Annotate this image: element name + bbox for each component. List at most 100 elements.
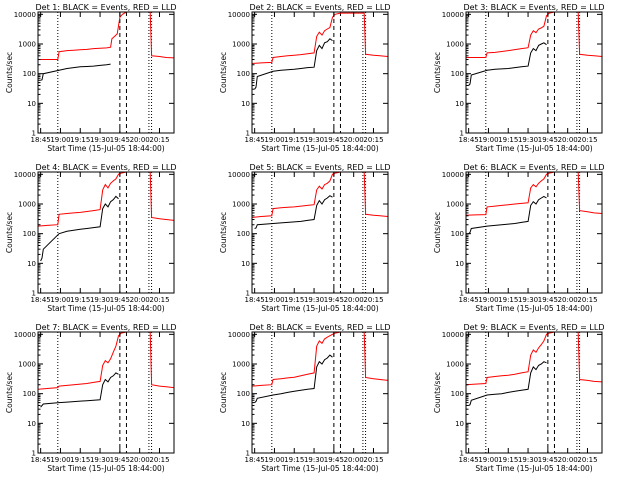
y-tick-label: 10000 [14, 11, 36, 19]
x-tick-label: 19:15 [70, 296, 90, 304]
x-tick-label: 20:15 [149, 296, 169, 304]
x-tick-label: 19:30 [304, 296, 324, 304]
x-tick-label: 19:30 [518, 456, 538, 464]
series-line-events [254, 38, 333, 90]
x-tick-label: 19:00 [264, 296, 284, 304]
x-tick-label: 20:00 [344, 456, 364, 464]
x-tick-label: 19:15 [498, 136, 518, 144]
x-tick-label: 20:00 [130, 456, 150, 464]
x-tick-label: 19:00 [50, 136, 70, 144]
x-tick-label: 18:45 [459, 456, 479, 464]
x-tick-label: 20:00 [344, 296, 364, 304]
x-tick-label: 20:00 [130, 296, 150, 304]
x-tick-label: 18:45 [459, 136, 479, 144]
x-tick-label: 20:00 [558, 456, 578, 464]
x-tick-label: 20:00 [344, 136, 364, 144]
x-tick-label: 19:15 [284, 136, 304, 144]
y-tick-label: 1 [32, 290, 36, 298]
x-tick-label: 18:45 [31, 136, 51, 144]
x-tick-label: 20:15 [363, 296, 383, 304]
y-tick-label: 10000 [14, 171, 36, 179]
x-tick-label: 20:15 [149, 456, 169, 464]
x-tick-label: 18:45 [459, 296, 479, 304]
plot-frame [37, 171, 175, 294]
y-tick-label: 1 [460, 450, 464, 458]
series-line-events [468, 42, 547, 86]
y-tick-label: 1 [246, 290, 250, 298]
x-tick-label: 20:15 [577, 456, 597, 464]
x-tick-label: 19:45 [110, 136, 130, 144]
y-axis-label: Counts/sec [219, 372, 228, 413]
x-axis-label: Start Time (15-Jul-05 18:44:00) [261, 304, 378, 313]
x-tick-label: 19:45 [324, 456, 344, 464]
series-line-lld [252, 172, 388, 218]
y-tick-label: 100 [23, 230, 36, 238]
y-tick-label: 100 [451, 230, 464, 238]
y-tick-label: 10 [455, 420, 464, 428]
x-tick-label: 18:45 [245, 456, 265, 464]
y-axis-label: Counts/sec [5, 212, 14, 253]
x-tick-label: 19:45 [110, 296, 130, 304]
series-line-events [40, 372, 119, 408]
y-tick-label: 1 [460, 130, 464, 138]
y-tick-label: 1 [32, 130, 36, 138]
y-tick-label: 10000 [442, 11, 464, 19]
x-tick-label: 19:45 [538, 456, 558, 464]
x-tick-label: 18:45 [31, 456, 51, 464]
x-axis-label: Start Time (15-Jul-05 18:44:00) [47, 464, 164, 473]
series-line-lld [38, 332, 174, 390]
x-tick-label: 19:00 [264, 136, 284, 144]
plot-frame [465, 331, 603, 454]
y-tick-label: 1000 [446, 201, 464, 209]
y-tick-label: 1000 [232, 201, 250, 209]
x-tick-label: 19:30 [90, 136, 110, 144]
series-line-lld [38, 172, 174, 227]
chart-panel-3: 1 10 100 1000 10000 18:45 19:00 19:15 19:30 19:45… [433, 3, 604, 153]
series-line-lld [252, 12, 388, 64]
x-tick-label: 19:45 [110, 456, 130, 464]
x-axis-label: Start Time (15-Jul-05 18:44:00) [47, 304, 164, 313]
x-tick-label: 19:15 [498, 296, 518, 304]
y-tick-label: 10000 [442, 331, 464, 339]
x-tick-label: 20:00 [558, 296, 578, 304]
y-axis-label: Counts/sec [433, 372, 442, 413]
chart-panel-9: 1 10 100 1000 10000 18:45 19:00 19:15 19:30 19:45… [433, 323, 604, 473]
series-line-events [254, 195, 333, 229]
x-axis-label: Start Time (15-Jul-05 18:44:00) [47, 144, 164, 153]
series-line-lld [466, 12, 602, 58]
x-tick-label: 19:30 [518, 296, 538, 304]
y-tick-label: 1000 [446, 41, 464, 49]
chart-panel-5: 1 10 100 1000 10000 18:45 19:00 19:15 19:30 19:45… [219, 163, 390, 313]
y-tick-label: 1000 [446, 361, 464, 369]
y-tick-label: 10 [241, 420, 250, 428]
y-tick-label: 100 [237, 230, 250, 238]
series-line-events [254, 354, 333, 403]
y-tick-label: 100 [23, 70, 36, 78]
x-tick-label: 19:30 [304, 456, 324, 464]
plot-frame [37, 331, 175, 454]
chart-panel-6: 1 10 100 1000 10000 18:45 19:00 19:15 19:30 19:45… [433, 163, 604, 313]
series-line-events [468, 195, 547, 235]
x-tick-label: 19:30 [90, 456, 110, 464]
x-tick-label: 19:15 [498, 456, 518, 464]
x-tick-label: 20:15 [149, 136, 169, 144]
x-tick-label: 19:15 [284, 456, 304, 464]
x-tick-label: 18:45 [31, 296, 51, 304]
chart-panel-7: 1 10 100 1000 10000 18:45 19:00 19:15 19:30 19:45… [5, 323, 176, 473]
x-tick-label: 19:00 [50, 296, 70, 304]
y-tick-label: 100 [451, 70, 464, 78]
x-tick-label: 18:45 [245, 296, 265, 304]
x-tick-label: 19:15 [70, 456, 90, 464]
y-axis-label: Counts/sec [219, 52, 228, 93]
y-tick-label: 10000 [14, 331, 36, 339]
x-tick-label: 20:00 [130, 136, 150, 144]
series-line-events [40, 195, 119, 262]
y-tick-label: 10000 [228, 331, 250, 339]
x-tick-label: 19:30 [304, 136, 324, 144]
x-tick-label: 19:45 [538, 136, 558, 144]
chart-panel-1: 1 10 100 1000 10000 18:45 19:00 19:15 19:30 19:45… [5, 3, 176, 153]
x-axis-label: Start Time (15-Jul-05 18:44:00) [261, 464, 378, 473]
y-axis-label: Counts/sec [433, 52, 442, 93]
y-tick-label: 1000 [18, 361, 36, 369]
